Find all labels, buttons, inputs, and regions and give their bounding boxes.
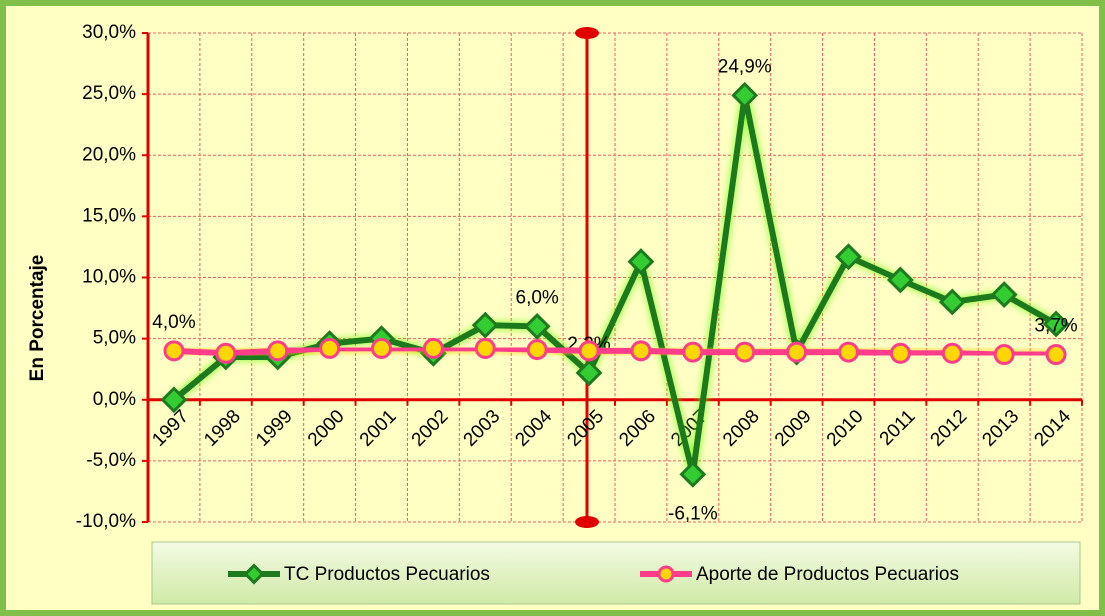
data-label: 3,7%: [1034, 316, 1077, 337]
marker: [163, 340, 185, 362]
marker-end: [575, 27, 599, 39]
data-label: 6,0%: [516, 287, 559, 308]
marker: [1045, 344, 1067, 366]
marker: [630, 340, 652, 362]
marker: [731, 81, 759, 109]
marker: [471, 311, 499, 339]
legend-box: [151, 541, 1081, 605]
marker: [838, 341, 859, 363]
marker: [215, 342, 237, 364]
y-tick-label: 20,0%: [82, 144, 136, 165]
marker: [990, 281, 1018, 309]
y-tick-label: -5,0%: [86, 450, 136, 471]
marker: [575, 359, 603, 387]
marker: [835, 243, 862, 271]
marker: [526, 339, 548, 361]
y-axis-label: En Porcentaje: [27, 255, 48, 382]
y-tick-label: 30,0%: [82, 22, 136, 43]
legend-label: TC Productos Pecuarios: [284, 564, 490, 585]
marker: [734, 341, 756, 363]
marker: [682, 341, 704, 363]
marker: [941, 342, 963, 364]
marker: [886, 266, 914, 294]
marker-end: [575, 516, 599, 528]
y-tick-label: 0,0%: [93, 389, 136, 410]
y-tick-label: 5,0%: [93, 328, 136, 349]
marker: [160, 386, 188, 414]
data-label: 4,0%: [152, 312, 195, 333]
marker: [474, 337, 496, 359]
marker: [523, 312, 551, 340]
legend-marker: [243, 563, 265, 585]
data-label: 24,9%: [718, 56, 772, 77]
marker: [627, 248, 655, 276]
y-tick-label: 15,0%: [82, 205, 136, 226]
marker: [1042, 310, 1070, 338]
marker: [786, 341, 808, 363]
marker: [938, 288, 966, 316]
marker: [679, 460, 707, 488]
marker: [889, 342, 911, 364]
y-tick-label: 25,0%: [82, 83, 136, 104]
marker: [267, 340, 289, 362]
marker: [319, 337, 341, 359]
y-tick-label: -10,0%: [76, 511, 136, 532]
marker: [422, 337, 444, 359]
legend-label: Aporte de Productos Pecuarios: [696, 564, 959, 585]
marker: [578, 340, 600, 362]
marker: [371, 337, 392, 359]
legend-marker: [657, 565, 675, 583]
data-label: -6,1%: [668, 503, 718, 524]
y-tick-label: 10,0%: [82, 267, 136, 288]
marker: [993, 344, 1015, 366]
